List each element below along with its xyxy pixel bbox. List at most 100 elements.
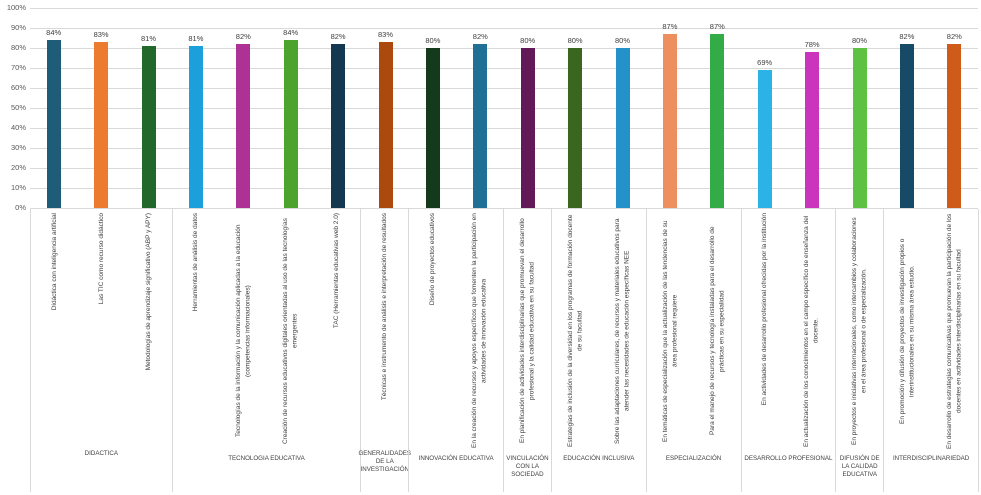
category-group-name: INNOVACIÓN EDUCATIVA: [409, 449, 503, 492]
gridline: [30, 68, 978, 69]
bar-value-label: 82%: [235, 32, 251, 41]
category-label-slot: Metodologías de aprendizaje significativ…: [125, 209, 172, 444]
category-label-slot: Tecnologías de la información y la comun…: [220, 209, 267, 449]
bar-value-label: 87%: [709, 22, 725, 31]
gridline: [30, 128, 978, 129]
gridline: [30, 148, 978, 149]
category-group-name: DIDACTICA: [31, 444, 172, 492]
y-axis-tick-label: 80%: [10, 43, 26, 52]
category-label: Herramientas de análisis de datos: [192, 213, 200, 312]
category-group-name: EDUCACIÓN INCLUSIVA: [552, 449, 646, 492]
category-label-slot: Creación de recursos educativos digitale…: [267, 209, 314, 449]
category-label: En temáticas de especialización que la a…: [661, 220, 679, 442]
category-group-name: TECNOLOGIA EDUCATIVA: [173, 449, 361, 492]
category-group-name-text: DIDACTICA: [84, 449, 119, 457]
y-axis-tick-label: 100%: [6, 3, 26, 12]
bar: [188, 46, 203, 208]
category-label: Técnicas e instrumento de análisis e int…: [381, 213, 389, 401]
y-axis-tick-label: 60%: [10, 83, 26, 92]
category-label-slot: Sobre las adaptaciones curriculares, de …: [599, 209, 646, 449]
category-label-row: En proyectos e iniciativas internacional…: [836, 209, 883, 449]
category-label-slot: En actualización de los conocimientos en…: [788, 209, 835, 449]
category-label: En actividades de desarrollo profesional…: [761, 213, 769, 406]
gridline: [30, 8, 978, 9]
category-label-row: Técnicas e instrumento de análisis e int…: [361, 209, 408, 444]
category-group-name: GENERALIDADES DE LA INVESTIGACIÓN: [358, 444, 411, 492]
bar-value-label: 82%: [946, 32, 962, 41]
bar-value-label: 69%: [757, 58, 773, 67]
category-group-name-text: INTERDISCIPLINARIEDAD: [892, 455, 970, 462]
bar-value-label: 80%: [520, 36, 536, 45]
y-axis-tick-label: 20%: [10, 163, 26, 172]
bar-value-label: 80%: [425, 36, 441, 45]
category-label: Didáctica con inteligencia artificial: [50, 213, 58, 311]
bar-value-label: 82%: [330, 32, 346, 41]
bar: [805, 52, 820, 208]
category-label: Las TIC como recurso didáctico: [97, 213, 105, 305]
category-label: Estrategias de inclusión de la diversida…: [566, 214, 584, 448]
category-label-row: Didáctica con inteligencia artificial Las…: [31, 209, 172, 444]
y-axis-tick-label: 90%: [10, 23, 26, 32]
category-label: En la creación de recursos y apoyos espe…: [471, 213, 488, 449]
y-axis-tick-label: 50%: [10, 103, 26, 112]
category-label-slot: Para el manejo de recursos y tecnología …: [694, 209, 741, 449]
category-group-name-text: ESPECIALIZACIÓN: [665, 455, 722, 462]
bar: [378, 42, 393, 208]
category-group: En actividades de desarrollo profesional…: [740, 209, 836, 492]
category-group: En planificación de actividades interdis…: [503, 209, 551, 492]
category-label-row: Estrategias de inclusión de la diversida…: [552, 209, 646, 449]
y-axis-tick-label: 70%: [10, 63, 26, 72]
category-label-slot: En promoción y difusión de proyectos de …: [884, 209, 931, 449]
bar: [662, 34, 677, 208]
bar: [568, 48, 583, 208]
bar: [947, 44, 962, 208]
gridline: [30, 168, 978, 169]
bar: [236, 44, 251, 208]
category-group: En temáticas de especialización que la a…: [645, 209, 741, 492]
category-group-name-text: GENERALIDADES DE LA INVESTIGACIÓN: [358, 449, 412, 474]
gridline: [30, 88, 978, 89]
category-group-name-text: DESARROLLO PROFESIONAL: [744, 455, 833, 462]
gridline: [30, 188, 978, 189]
category-group-name-text: EDUCACIÓN INCLUSIVA: [563, 455, 635, 462]
category-label: En proyectos e iniciativas internacional…: [851, 217, 868, 445]
gridline: [30, 108, 978, 109]
bar: [520, 48, 535, 208]
y-axis-tick-label: 0%: [15, 203, 26, 212]
category-label-row: En promoción y difusión de proyectos de …: [884, 209, 978, 449]
category-group: Técnicas e instrumento de análisis e int…: [358, 209, 411, 492]
bar: [852, 48, 867, 208]
category-label: Diseño de proyectos educativos: [428, 213, 436, 306]
bar: [94, 42, 109, 208]
category-label-slot: Herramientas de análisis de datos: [173, 209, 220, 449]
category-label: Para el manejo de recursos y tecnología …: [708, 226, 726, 436]
y-axis: 0% 10% 20% 30% 40% 50% 60% 70% 80% 90% 100%: [0, 0, 26, 220]
bar-value-label: 81%: [140, 34, 157, 43]
bar: [141, 46, 156, 208]
category-label: En desarrollo de estrategias comunicativ…: [946, 213, 963, 449]
category-group-name: DIFUSIÓN DE LA CALIDAD EDUCATIVA: [836, 449, 883, 492]
bar: [46, 40, 61, 208]
category-group-name: INTERDISCIPLINARIEDAD: [884, 449, 978, 492]
x-axis-category-area: Didáctica con inteligencia artificial Las…: [30, 209, 979, 492]
category-label-slot: En la creación de recursos y apoyos espe…: [456, 209, 503, 449]
bar-value-label: 80%: [851, 36, 868, 45]
bar-value-label: 83%: [93, 30, 109, 39]
category-label: Metodologías de aprendizaje significativ…: [144, 213, 152, 371]
category-group-name: DESARROLLO PROFESIONAL: [742, 449, 836, 492]
category-group-name-text: INNOVACIÓN EDUCATIVA: [418, 455, 494, 462]
category-group: En proyectos e iniciativas internacional…: [835, 209, 883, 492]
bar-value-label: 82%: [472, 32, 488, 41]
category-group: Didáctica con inteligencia artificial Las…: [30, 209, 172, 492]
category-label-slot: Didáctica con inteligencia artificial: [31, 209, 78, 444]
bar: [899, 44, 914, 208]
category-label: En actualización de los conocimientos en…: [803, 215, 820, 447]
bar-value-label: 84%: [46, 28, 62, 37]
category-label-slot: En proyectos e iniciativas internacional…: [836, 209, 883, 449]
category-label-slot: Diseño de proyectos educativos: [409, 209, 456, 449]
bar: [615, 48, 630, 208]
category-label-row: En planificación de actividades interdis…: [504, 209, 551, 449]
bar: [283, 40, 298, 208]
category-label-slot: En actividades de desarrollo profesional…: [742, 209, 789, 449]
